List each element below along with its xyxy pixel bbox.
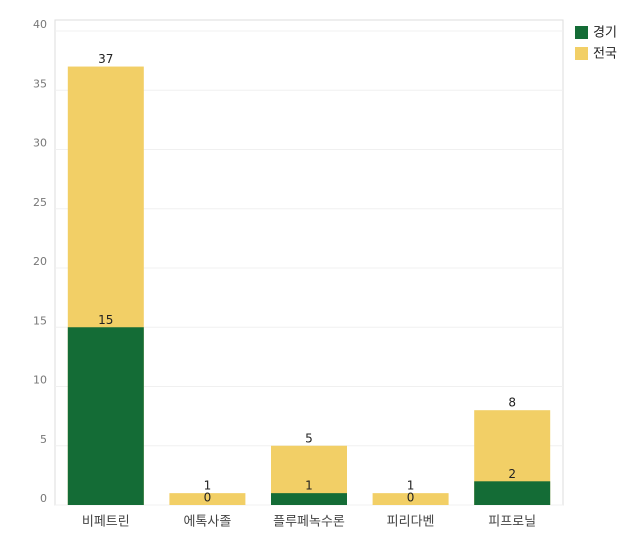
y-tick-label: 30 [33,137,47,150]
y-tick-label: 35 [33,77,47,90]
data-label: 1 [204,479,212,493]
data-label: 0 [407,491,415,505]
bar [169,493,246,505]
x-tick-label: 피리다벤 [387,515,435,530]
y-tick-label: 0 [40,492,47,505]
data-label: 15 [98,313,113,327]
y-tick-label: 10 [33,374,47,387]
y-tick-label: 25 [33,196,47,209]
bar [67,327,144,505]
y-tick-label: 5 [40,433,47,446]
bar [474,481,551,505]
legend-label: 전국 [593,47,617,62]
bar [372,493,449,505]
legend-swatch [575,47,588,60]
y-tick-label: 20 [33,255,47,268]
y-tick-label: 15 [33,314,47,327]
bar [271,493,347,505]
data-label: 8 [508,396,516,410]
data-label: 1 [305,479,313,493]
data-label: 2 [508,467,516,481]
x-tick-label: 피프로닐 [488,515,536,530]
x-tick-label: 에톡사졸 [183,515,231,530]
data-label: 5 [305,431,313,445]
legend-swatch [575,26,588,39]
y-tick-label: 40 [33,18,47,31]
data-label: 0 [204,491,212,505]
x-tick-label: 비페트린 [82,515,130,530]
data-label: 1 [407,479,415,493]
x-tick-label: 플루페녹수론 [273,515,345,530]
legend-label: 경기 [593,26,617,41]
data-label: 37 [98,52,113,66]
